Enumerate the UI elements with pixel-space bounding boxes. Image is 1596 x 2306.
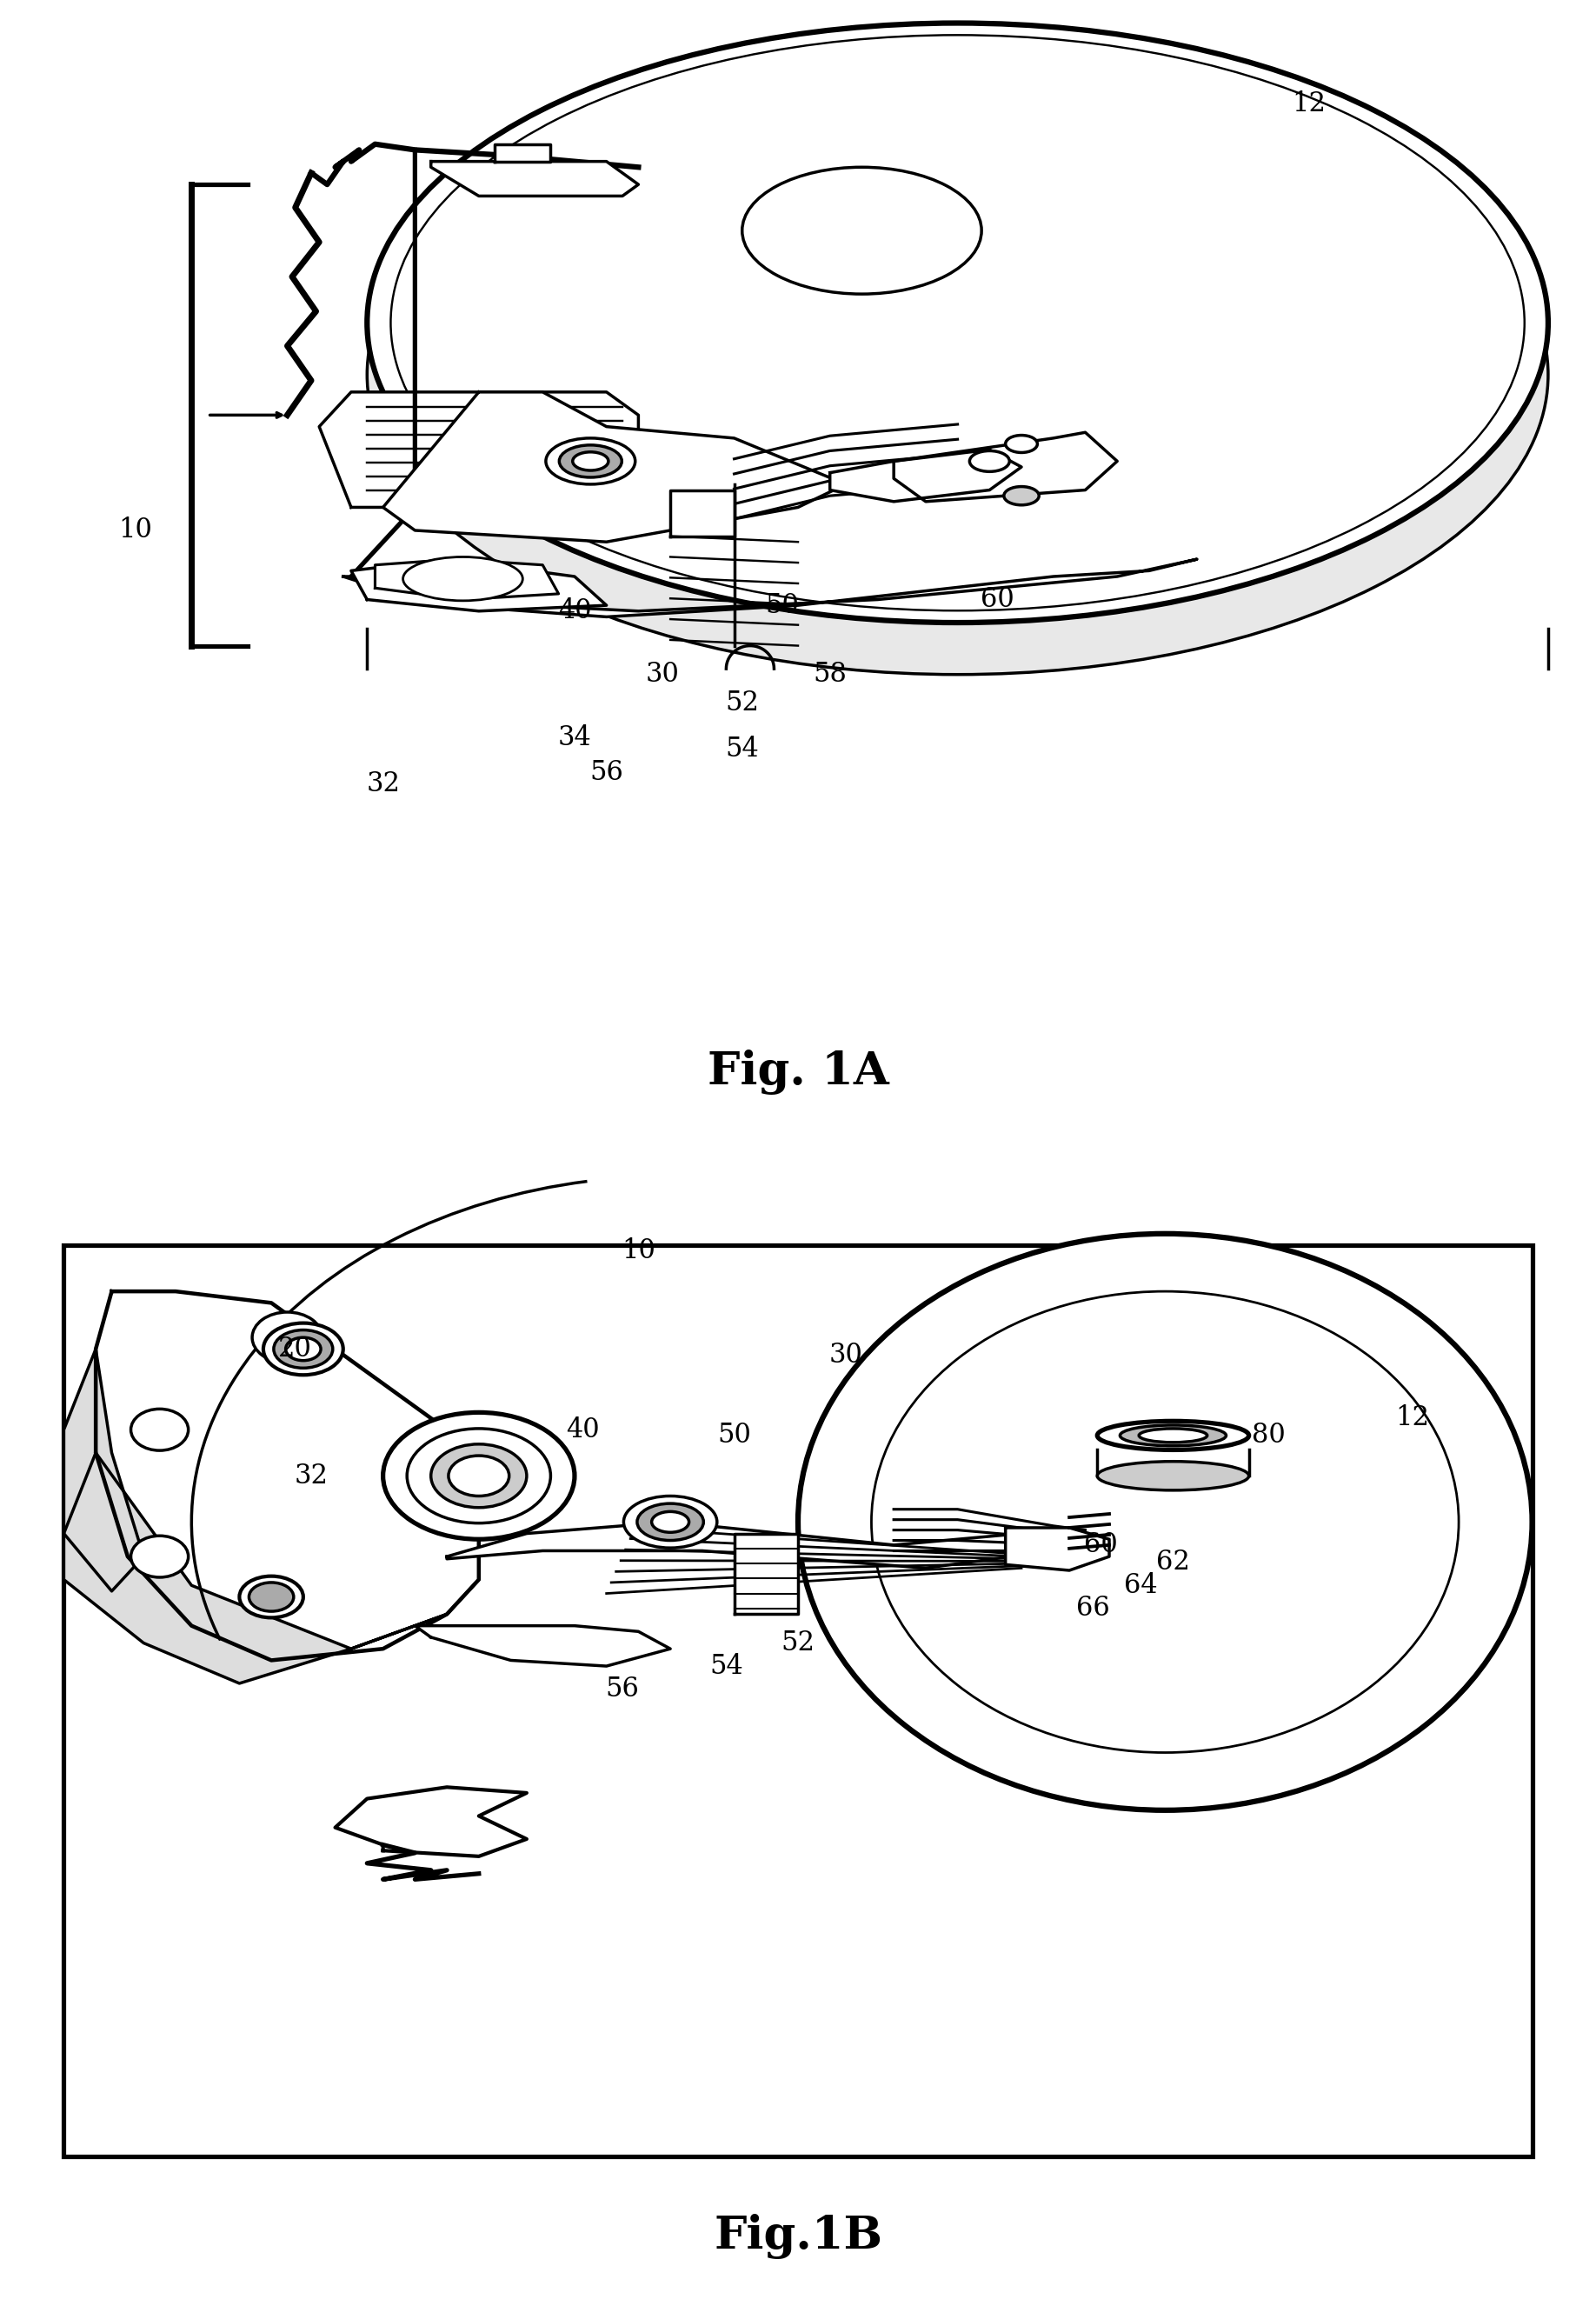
Text: 62: 62 (1156, 1550, 1191, 1575)
Ellipse shape (970, 450, 1010, 473)
Text: 10: 10 (621, 1238, 656, 1264)
Ellipse shape (367, 23, 1548, 623)
Text: 12: 12 (1291, 90, 1326, 118)
Text: 64: 64 (1124, 1573, 1159, 1598)
Polygon shape (383, 392, 846, 542)
Ellipse shape (624, 1497, 717, 1547)
Ellipse shape (1098, 1420, 1250, 1450)
Text: 32: 32 (365, 770, 401, 798)
Polygon shape (375, 560, 559, 600)
Text: 50: 50 (764, 593, 800, 618)
Text: 30: 30 (828, 1342, 863, 1367)
Ellipse shape (573, 452, 608, 470)
Text: 40: 40 (565, 1416, 600, 1444)
Text: 40: 40 (557, 597, 592, 625)
Polygon shape (64, 1453, 479, 1683)
Polygon shape (894, 434, 1117, 500)
Text: 32: 32 (294, 1462, 329, 1490)
Text: 30: 30 (645, 662, 680, 687)
Ellipse shape (742, 168, 982, 293)
Polygon shape (335, 1787, 527, 1856)
Polygon shape (415, 1626, 670, 1665)
Polygon shape (64, 1349, 144, 1591)
Polygon shape (830, 450, 1021, 500)
Ellipse shape (275, 1331, 334, 1367)
Ellipse shape (559, 445, 622, 477)
Ellipse shape (651, 1513, 689, 1531)
Text: 56: 56 (589, 759, 624, 786)
Polygon shape (1005, 1527, 1109, 1570)
Text: 56: 56 (605, 1676, 640, 1702)
Text: 58: 58 (812, 662, 847, 687)
Ellipse shape (1005, 436, 1037, 452)
Ellipse shape (448, 1455, 509, 1497)
Ellipse shape (1140, 1427, 1207, 1444)
Text: 34: 34 (557, 724, 592, 752)
Ellipse shape (383, 1411, 575, 1540)
Polygon shape (343, 560, 1197, 616)
Text: 54: 54 (725, 736, 760, 763)
Ellipse shape (249, 1582, 294, 1612)
Polygon shape (447, 1522, 1053, 1568)
Text: 54: 54 (709, 1653, 744, 1679)
Text: 20: 20 (278, 1335, 313, 1363)
Ellipse shape (431, 1444, 527, 1508)
Ellipse shape (546, 438, 635, 484)
Ellipse shape (1120, 1425, 1226, 1446)
Ellipse shape (637, 1504, 704, 1540)
Text: 12: 12 (1395, 1404, 1430, 1432)
Text: 66: 66 (1076, 1596, 1111, 1621)
Polygon shape (96, 1291, 479, 1660)
Polygon shape (431, 161, 638, 196)
Text: 10: 10 (118, 517, 153, 544)
Polygon shape (495, 143, 551, 161)
Circle shape (131, 1409, 188, 1450)
Ellipse shape (798, 1234, 1532, 1810)
Ellipse shape (1098, 1462, 1250, 1490)
Ellipse shape (764, 178, 961, 284)
Polygon shape (670, 491, 734, 535)
Polygon shape (319, 392, 638, 507)
Text: 60: 60 (980, 586, 1015, 613)
Text: Fig. 1A: Fig. 1A (707, 1049, 889, 1095)
Text: 50: 50 (717, 1423, 752, 1448)
Bar (64, 1245, 1532, 2156)
Circle shape (252, 1312, 322, 1363)
Text: 52: 52 (780, 1630, 816, 1656)
Circle shape (131, 1536, 188, 1577)
Ellipse shape (263, 1324, 343, 1374)
Ellipse shape (1004, 487, 1039, 505)
Ellipse shape (367, 74, 1548, 673)
Polygon shape (734, 1533, 798, 1614)
Text: 52: 52 (725, 689, 760, 717)
Polygon shape (351, 560, 606, 611)
Ellipse shape (239, 1577, 303, 1619)
Text: 60: 60 (1084, 1531, 1119, 1559)
Ellipse shape (790, 194, 934, 267)
Text: 80: 80 (1251, 1423, 1286, 1448)
Ellipse shape (402, 558, 523, 600)
Text: Fig.1B: Fig.1B (713, 2214, 883, 2260)
Ellipse shape (286, 1337, 321, 1361)
